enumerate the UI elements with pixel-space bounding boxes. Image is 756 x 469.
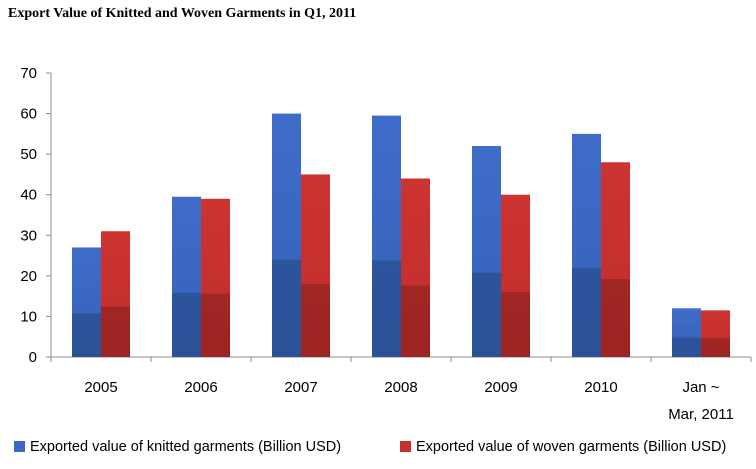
chart-title: Export Value of Knitted and Woven Garmen… xyxy=(8,6,357,21)
y-tick-label: 10 xyxy=(20,308,37,325)
y-tick-label: 0 xyxy=(29,349,37,366)
bar-shading xyxy=(701,338,730,357)
legend-swatch-knitted xyxy=(14,441,25,452)
x-axis: 2005 2006 2007 2008 2009 2010 Jan ~ Mar, 2011 xyxy=(50,356,752,423)
bar-woven xyxy=(501,194,530,357)
bar-knitted xyxy=(372,115,401,357)
bar-woven xyxy=(401,178,430,357)
bar-shading xyxy=(201,293,230,357)
bar-woven xyxy=(201,198,230,357)
legend-swatch-woven xyxy=(400,441,411,452)
x-tick-label: Jan ~ xyxy=(682,379,719,396)
bar-knitted xyxy=(472,146,501,357)
y-axis: 0 10 20 30 40 50 60 70 xyxy=(20,65,52,366)
bar-shading xyxy=(172,292,201,357)
y-tick-label: 20 xyxy=(20,268,37,285)
bar-shading xyxy=(72,313,101,357)
x-tick-label: 2010 xyxy=(584,379,617,396)
bar-shading xyxy=(672,337,701,357)
bar-knitted xyxy=(172,196,201,357)
bars xyxy=(72,113,730,357)
bar-shading xyxy=(272,259,301,357)
bar-shading xyxy=(401,285,430,357)
x-tick-label: Mar, 2011 xyxy=(668,406,734,423)
bar-woven xyxy=(601,162,630,357)
y-tick-label: 50 xyxy=(20,146,37,163)
legend: Exported value of knitted garments (Bill… xyxy=(14,439,726,455)
x-tick-label: 2006 xyxy=(184,379,217,396)
bar-shading xyxy=(472,272,501,357)
x-tick-label: 2005 xyxy=(84,379,117,396)
bar-shading xyxy=(572,267,601,357)
bar-woven xyxy=(301,174,330,357)
bar-woven xyxy=(701,310,730,357)
bar-knitted xyxy=(672,308,701,357)
x-tick-label: 2009 xyxy=(484,379,517,396)
bar-knitted xyxy=(272,113,301,357)
y-tick-label: 70 xyxy=(20,65,37,82)
bar-woven xyxy=(101,231,130,357)
x-tick-label: 2008 xyxy=(384,379,417,396)
bar-shading xyxy=(601,279,630,357)
legend-label-woven: Exported value of woven garments (Billio… xyxy=(416,439,726,455)
bar-knitted xyxy=(572,133,601,357)
bar-shading xyxy=(301,283,330,357)
y-tick-label: 60 xyxy=(20,106,37,123)
legend-label-knitted: Exported value of knitted garments (Bill… xyxy=(30,439,341,455)
x-tick-label: 2007 xyxy=(284,379,317,396)
bar-shading xyxy=(372,260,401,357)
bar-shading xyxy=(101,306,130,357)
y-tick-label: 30 xyxy=(20,227,37,244)
bar-knitted xyxy=(72,247,101,357)
bar-shading xyxy=(501,292,530,357)
y-tick-label: 40 xyxy=(20,187,37,204)
